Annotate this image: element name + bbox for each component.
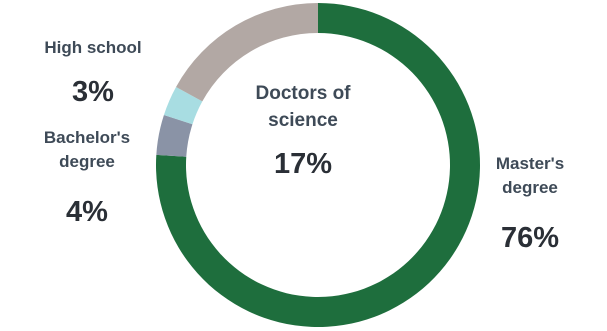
label-bachelors-line-2: degree: [59, 152, 115, 171]
label-bachelors-value: 4%: [66, 196, 108, 228]
label-doctors-line-1: Doctors of: [255, 83, 351, 104]
label-bachelors-line-1: Bachelor's: [43, 128, 131, 147]
label-doctors-line-2: science: [268, 110, 338, 131]
label-doctors-name: Doctors of science: [218, 80, 388, 134]
label-high-school-line-1: High school: [44, 38, 142, 57]
label-masters-line-1: Master's: [495, 154, 565, 173]
slice-doctors-of-science: [176, 3, 318, 102]
slice-high-school: [163, 86, 203, 125]
label-doctors-value: 17%: [273, 148, 333, 180]
slice-bachelors-degree: [156, 114, 193, 157]
label-masters-value: 76%: [500, 222, 560, 254]
label-masters-line-2: degree: [502, 178, 558, 197]
label-high-school-name: High school: [18, 36, 168, 60]
label-masters-name: Master's degree: [465, 152, 595, 200]
label-bachelors-name: Bachelor's degree: [12, 126, 162, 174]
label-high-school-value: 3%: [72, 76, 114, 108]
donut-slices: [156, 3, 481, 328]
